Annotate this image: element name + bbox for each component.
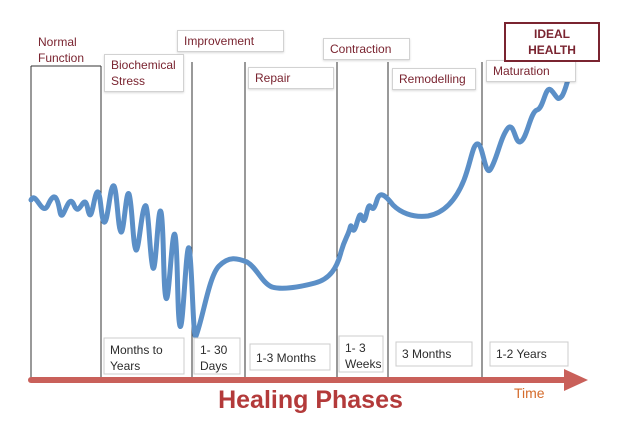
phase-dividers <box>30 62 483 379</box>
phase-label-normal-function: Normal Function <box>32 32 100 68</box>
phase-label-maturation: Maturation <box>486 60 576 82</box>
phase-label-remodelling: Remodelling <box>392 68 476 90</box>
phase-label-repair: Repair <box>248 67 334 89</box>
phase-label-contraction: Contraction <box>323 38 410 60</box>
duration-biochemical-stress: Months to Years <box>110 343 163 373</box>
phase-label-improvement: Improvement <box>177 30 284 52</box>
phase-name: Contraction <box>330 42 392 56</box>
phase-name: Biochemical Stress <box>111 58 176 88</box>
ideal-health-label: IDEAL HEALTH <box>504 22 600 62</box>
health-curve <box>28 41 589 339</box>
time-arrow-head <box>564 369 588 391</box>
duration-box <box>249 343 331 371</box>
duration-box <box>193 337 241 375</box>
time-axis-label: Time <box>514 385 545 401</box>
duration-box <box>338 335 384 373</box>
duration-remodelling: 3 Months <box>402 347 452 361</box>
duration-box <box>489 341 569 367</box>
phase-name: Repair <box>255 71 291 85</box>
page-title: Healing Phases <box>218 386 403 414</box>
phase-name: Normal Function <box>38 35 85 65</box>
phase-name: Maturation <box>493 64 550 78</box>
duration-contraction: 1- 3 Weeks <box>345 341 382 371</box>
duration-box <box>395 341 473 367</box>
phase-label-biochemical-stress: Biochemical Stress <box>104 54 184 92</box>
duration-repair: 1-3 Months <box>256 351 317 365</box>
duration-boxes <box>103 335 569 375</box>
phase-name: Improvement <box>184 34 255 48</box>
duration-maturation: 1-2 Years <box>496 347 547 361</box>
phase-name: Remodelling <box>399 72 466 86</box>
duration-improvement: 1- 30 Days <box>200 343 228 373</box>
duration-box <box>103 337 185 375</box>
